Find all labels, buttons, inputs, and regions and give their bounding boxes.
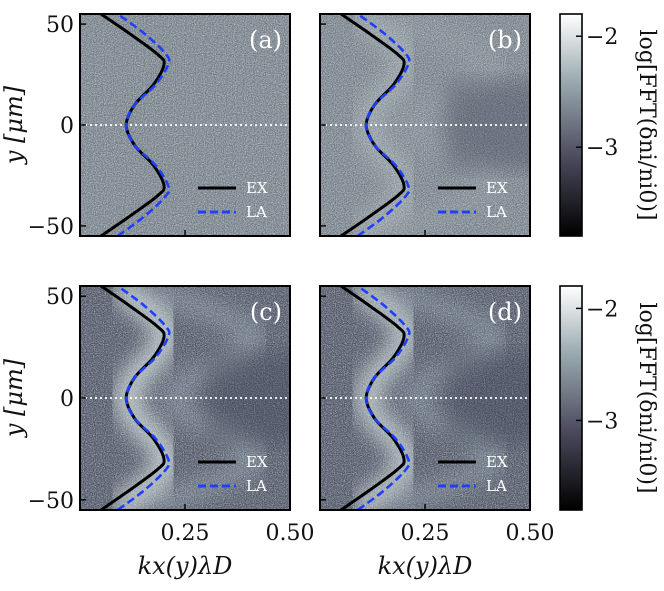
x-axis-label: kx(y)λD <box>138 552 233 580</box>
colorbar-gradient <box>559 13 583 237</box>
y-tick-label: −50 <box>28 489 74 514</box>
legend-label-la: LA <box>486 477 507 495</box>
x-tick-label: 0.50 <box>506 521 555 546</box>
colorbar-2: −2 −3 log[FFT(δni/ni0)] <box>559 285 659 511</box>
y-tick-label: 0 <box>60 114 74 139</box>
legend-label-ex: EX <box>246 453 268 471</box>
x-axis-label: kx(y)λD <box>378 552 473 580</box>
colorbar-tick-label: −2 <box>586 297 618 322</box>
series-line-la <box>117 286 171 510</box>
x-tick-label: 0.25 <box>161 521 210 546</box>
legend-label-la: LA <box>246 477 267 495</box>
panel-label: (c) <box>250 298 282 326</box>
legend-label-la: LA <box>246 203 267 221</box>
panel-b: (b) EX LA <box>319 13 531 237</box>
legend-label-la: LA <box>486 203 507 221</box>
legend-label-ex: EX <box>486 453 508 471</box>
colorbar-title: log[FFT(δni/ni0)] <box>634 303 659 494</box>
series-line-la <box>357 286 411 510</box>
x-tick-label: 0.50 <box>266 521 315 546</box>
panel-a: (a) EX LA −50 0 50 y [μm] <box>0 13 291 240</box>
legend-label-ex: EX <box>486 179 508 197</box>
series-line-la <box>357 14 411 236</box>
colorbar-1: −2 −3 log[FFT(δni/ni0)] <box>559 13 659 237</box>
y-tick-label: 0 <box>60 387 74 412</box>
heatmap-dark-region <box>446 80 530 170</box>
heatmap-band-harmonic <box>392 14 509 236</box>
y-tick-label: 50 <box>46 285 74 310</box>
y-axis-label: y [μm] <box>0 85 28 165</box>
y-tick-label: 50 <box>46 13 74 38</box>
heatmap-band-harmonic <box>392 286 509 510</box>
colorbar-tick-label: −2 <box>586 25 618 50</box>
series-line-la <box>117 14 171 236</box>
y-axis-label: y [μm] <box>0 358 28 438</box>
x-tick-label: 0.25 <box>401 521 450 546</box>
heatmap-dark-region <box>446 353 530 443</box>
y-tick-label: −50 <box>28 215 74 240</box>
heatmap-band-harmonic <box>152 286 269 510</box>
colorbar-tick-label: −3 <box>586 136 618 161</box>
panel-d: (d) EX LA 0.25 0.50 kx(y)λD <box>319 285 555 580</box>
panel-c: (c) EX LA −50 0 50 0.25 0.50 y [μm] kx(y)λD <box>0 285 315 580</box>
panel-label: (d) <box>488 298 522 326</box>
panel-label: (a) <box>249 26 282 54</box>
colorbar-title: log[FFT(δni/ni0)] <box>634 30 659 221</box>
panel-label: (b) <box>488 26 522 54</box>
legend-label-ex: EX <box>246 179 268 197</box>
colorbar-tick-label: −3 <box>586 409 618 434</box>
colorbar-gradient <box>559 285 583 511</box>
